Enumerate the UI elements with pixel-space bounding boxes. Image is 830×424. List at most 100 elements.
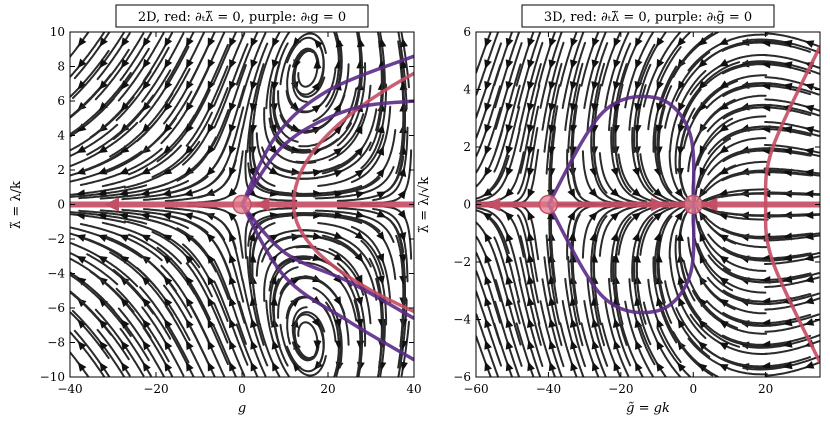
stream-arrow-3d: [677, 124, 686, 134]
stream-arrow-3d: [613, 339, 621, 350]
stream-arrow-3d: [653, 188, 663, 197]
xtick-label-3d: −60: [463, 382, 488, 396]
stream-arrow-3d: [482, 212, 493, 221]
stream-arrow-2d: [398, 231, 407, 242]
stream-arrow-2d: [271, 339, 280, 350]
stream-arrow-2d: [207, 123, 216, 134]
fixed-points-3d: [538, 194, 704, 215]
stream-arrow-2d: [142, 101, 151, 112]
stream-arrow-2d: [163, 101, 173, 112]
xtick-label-2d: −20: [143, 382, 168, 396]
stream-arrow-2d: [397, 209, 407, 220]
stream-arrow-2d: [77, 362, 87, 372]
ytick-label-2d: 2: [57, 163, 65, 177]
stream-arrow-2d: [185, 123, 194, 134]
streamline-2d: [70, 226, 143, 259]
ytick-label-3d: −4: [453, 313, 471, 327]
stream-arrow-2d: [228, 253, 237, 264]
stream-arrow-3d: [505, 253, 514, 264]
stream-arrow-3d: [698, 341, 708, 351]
fixed-point-3d: [538, 194, 559, 215]
streamline-3d: [517, 32, 542, 109]
stream-arrow-3d: [590, 102, 599, 113]
stream-arrow-2d: [228, 318, 237, 329]
stream-arrow-2d: [333, 147, 343, 157]
stream-arrow-3d: [568, 253, 577, 263]
xtick-label-2d: 40: [406, 382, 421, 396]
stream-arrow-2d: [98, 255, 108, 264]
stream-arrow-2d: [355, 210, 366, 219]
stream-arrow-2d: [207, 80, 216, 91]
stream-arrow-2d: [334, 190, 344, 199]
stream-arrow-3d: [656, 58, 665, 69]
fixed-point-2d: [232, 194, 252, 215]
stream-arrow-2d: [207, 102, 216, 113]
stream-arrow-2d: [161, 212, 172, 221]
title-2d: 2D, red: ∂ₜλ̃ = 0, purple: ∂ₜg = 0: [138, 10, 346, 25]
stream-arrow-2d: [186, 37, 194, 48]
stream-arrow-3d: [654, 253, 663, 263]
stream-arrow-2d: [333, 125, 343, 135]
streamline-3d: [476, 107, 502, 174]
nullcline-purple-2d: [240, 203, 414, 362]
stream-arrow-3d: [505, 361, 514, 372]
stream-arrow-3d: [719, 277, 729, 286]
stream-arrow-2d: [292, 37, 302, 47]
stream-arrow-3d: [698, 80, 708, 90]
stream-arrow-2d: [142, 80, 151, 91]
streamline-3d: [517, 300, 542, 377]
streamline-3d: [742, 313, 820, 328]
stream-arrow-3d: [526, 81, 535, 91]
nullcline-red-3d: [763, 45, 820, 364]
ytick-label-2d: 0: [57, 198, 65, 212]
stream-arrow-2d: [249, 124, 258, 134]
stream-arrow-3d: [718, 364, 729, 372]
streamline-3d: [742, 81, 820, 96]
streamline-3d: [672, 32, 719, 78]
fixed-point-3d: [683, 194, 704, 215]
stream-arrow-3d: [484, 145, 492, 156]
stream-arrow-2d: [290, 101, 300, 111]
xtick-label-3d: −40: [536, 382, 561, 396]
stream-arrow-3d: [505, 167, 514, 177]
stream-arrow-2d: [250, 59, 258, 70]
streamline-3d: [742, 232, 820, 239]
stream-arrow-3d: [631, 188, 642, 197]
stream-arrow-3d: [610, 232, 619, 242]
nullcline-arrow-3d: [702, 197, 718, 212]
stream-arrow-3d: [548, 339, 557, 350]
stream-arrow-2d: [164, 58, 173, 69]
stream-arrow-2d: [76, 167, 86, 175]
nullcline-red-2d: [291, 71, 414, 314]
stream-arrow-3d: [526, 231, 535, 242]
stream-arrow-3d: [718, 342, 729, 351]
stream-arrow-3d: [548, 296, 556, 307]
stream-arrow-3d: [570, 361, 578, 372]
stream-arrow-2d: [250, 37, 259, 48]
stream-arrow-3d: [655, 102, 664, 113]
stream-arrow-3d: [697, 363, 708, 372]
stream-arrow-3d: [656, 37, 665, 48]
stream-arrow-2d: [355, 296, 364, 307]
ytick-label-3d: 0: [463, 198, 471, 212]
stream-arrow-3d: [677, 37, 686, 47]
stream-arrow-2d: [185, 318, 194, 329]
stream-arrow-2d: [290, 298, 300, 308]
stream-arrow-2d: [184, 166, 194, 176]
stream-arrow-2d: [99, 340, 108, 351]
stream-arrow-3d: [804, 168, 814, 177]
stream-arrow-2d: [140, 212, 150, 220]
stream-arrow-2d: [207, 145, 216, 155]
streamline-3d: [476, 290, 502, 367]
stream-arrow-2d: [292, 362, 302, 372]
ylabel-3d: λ̃ = λ/√k: [417, 177, 432, 233]
stream-arrow-3d: [678, 296, 686, 307]
stream-arrow-3d: [484, 37, 492, 48]
stream-arrow-3d: [804, 83, 815, 91]
stream-arrow-2d: [119, 234, 130, 243]
ytick-label-3d: 6: [463, 25, 471, 39]
stream-arrow-3d: [804, 211, 814, 220]
stream-arrow-2d: [98, 145, 108, 154]
stream-arrow-3d: [718, 212, 729, 221]
